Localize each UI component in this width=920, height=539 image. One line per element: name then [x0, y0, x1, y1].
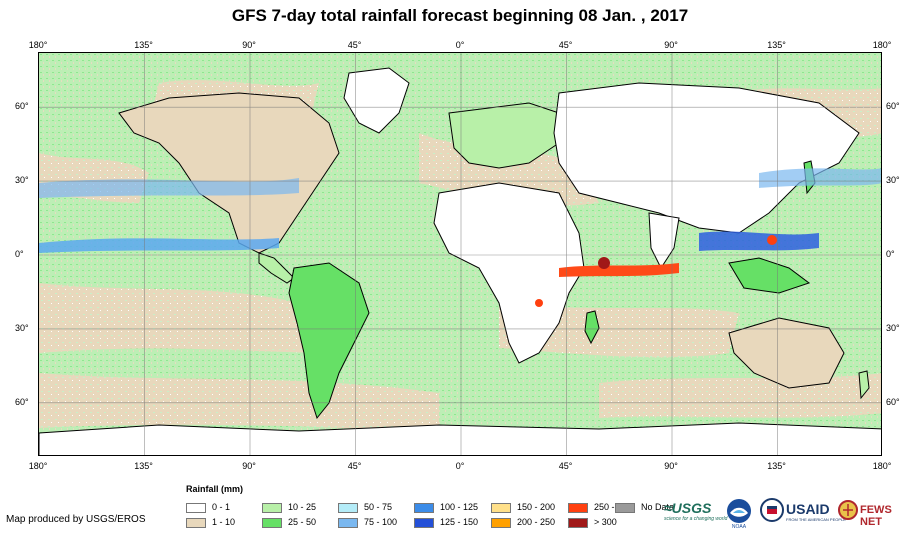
noaa-logo: NOAA — [726, 498, 752, 530]
longitude-tick-top-1: 135° — [134, 40, 153, 50]
legend-item: 10 - 25 — [262, 502, 316, 513]
legend-item: 50 - 75 — [338, 502, 392, 513]
rainfall-map — [38, 52, 882, 456]
latitude-tick-left-3: 30° — [15, 322, 29, 333]
rainfall-map-svg — [39, 53, 881, 455]
legend-label: 250 - 300 — [594, 502, 633, 512]
noaa-emblem-icon — [727, 499, 751, 523]
legend-label: 75 - 100 — [364, 517, 398, 527]
longitude-tick-top-3: 45° — [347, 40, 362, 50]
legend-label: No Data — [641, 502, 675, 512]
legend-label: 25 - 50 — [288, 517, 317, 527]
longitude-tick-bottom-6: 90° — [664, 461, 678, 471]
legend-swatch — [186, 502, 206, 513]
legend-swatch — [414, 502, 434, 513]
latitude-tick-left-2: 0° — [15, 249, 24, 259]
longitude-tick-top-4: 0° — [455, 40, 465, 50]
noaa-label: NOAA — [731, 524, 747, 530]
longitude-tick-bottom-8: 180° — [872, 461, 892, 471]
longitude-tick-bottom-2: 90° — [242, 461, 256, 471]
agency-logos: ≈USGS science for a changing world NOAA … — [664, 496, 916, 532]
legend-label: 125 - 150 — [440, 517, 479, 527]
legend-item: 150 - 200 — [491, 502, 555, 513]
latitude-tick-left-1: 30° — [15, 175, 29, 186]
longitude-tick-bottom-7: 135° — [767, 461, 786, 471]
legend-swatch — [491, 517, 511, 528]
latitude-tick-left-4: 60° — [15, 396, 29, 407]
graticule — [39, 53, 881, 455]
usaid-tagline: FROM THE AMERICAN PEOPLE — [786, 517, 846, 522]
usaid-text: USAID — [786, 501, 830, 517]
legend-swatch — [262, 517, 282, 528]
longitude-tick-top-7: 135° — [767, 40, 786, 50]
legend-item: 0 - 1 — [186, 502, 230, 513]
latitude-tick-right-4: 60° — [886, 396, 900, 407]
legend-item: 125 - 150 — [414, 517, 478, 528]
legend-label: > 300 — [594, 517, 617, 527]
legend-item: > 300 — [568, 517, 617, 528]
legend-label: 100 - 125 — [440, 502, 479, 512]
map-credit: Map produced by USGS/EROS — [6, 514, 146, 525]
legend-label: 150 - 200 — [517, 502, 556, 512]
legend-label: 10 - 25 — [288, 502, 317, 512]
longitude-tick-top-2: 90° — [242, 40, 256, 50]
legend-label: 1 - 10 — [212, 517, 236, 527]
longitude-tick-bottom-0: 180° — [28, 461, 48, 471]
longitude-tick-bottom-1: 135° — [134, 461, 153, 471]
usgs-logo-text: ≈USGS — [664, 500, 712, 516]
legend-swatch — [338, 502, 358, 513]
longitude-tick-top-5: 45° — [558, 40, 573, 50]
longitude-tick-top-6: 90° — [664, 40, 678, 50]
legend-label: 50 - 75 — [364, 502, 393, 512]
legend-swatch — [491, 502, 511, 513]
latitude-tick-right-2: 0° — [886, 249, 895, 259]
legend-item: 200 - 250 — [491, 517, 555, 528]
longitude-tick-top-8: 180° — [872, 40, 892, 50]
usgs-tagline: science for a changing world — [664, 516, 728, 522]
legend-label: 200 - 250 — [517, 517, 556, 527]
legend-item: 1 - 10 — [186, 517, 235, 528]
legend-swatch — [338, 517, 358, 528]
legend-item: 100 - 125 — [414, 502, 478, 513]
legend-label: 0 - 1 — [212, 502, 231, 512]
rainfall-legend: Rainfall (mm) 0 - 1 1 - 10 10 - 25 25 - 50 5… — [178, 484, 674, 534]
legend-swatch — [186, 517, 206, 528]
usaid-logo — [760, 498, 784, 527]
continents — [39, 67, 881, 455]
usaid-seal-icon — [760, 498, 784, 522]
latitude-tick-left-0: 60° — [15, 101, 29, 112]
latitude-tick-right-0: 60° — [886, 101, 900, 112]
latitude-tick-right-3: 30° — [886, 322, 900, 333]
usgs-logo: ≈USGS science for a changing world — [664, 500, 727, 522]
legend-item: 75 - 100 — [338, 517, 397, 528]
map-title: GFS 7-day total rainfall forecast beginn… — [231, 6, 689, 25]
longitude-tick-top-0: 180° — [28, 40, 48, 50]
longitude-tick-bottom-5: 45° — [558, 461, 573, 471]
usaid-wordmark: USAID FROM THE AMERICAN PEOPLE — [786, 501, 846, 522]
legend-swatch — [568, 502, 588, 513]
legend-item: No Data — [615, 502, 674, 513]
legend-title: Rainfall (mm) — [186, 484, 244, 494]
fews-net-globe-icon — [838, 500, 858, 520]
rain-bands — [39, 168, 881, 307]
longitude-tick-bottom-4: 0° — [455, 461, 465, 471]
legend-swatch — [568, 517, 588, 528]
latitude-tick-right-1: 30° — [886, 175, 900, 186]
fews-net-logo — [838, 500, 858, 525]
legend-swatch — [414, 517, 434, 528]
fews-net-text: FEWS NET — [860, 504, 892, 528]
longitude-tick-bottom-3: 45° — [347, 461, 362, 471]
legend-swatch — [615, 502, 635, 513]
legend-swatch — [262, 502, 282, 513]
legend-item: 25 - 50 — [262, 517, 316, 528]
legend-item: 250 - 300 — [568, 502, 632, 513]
